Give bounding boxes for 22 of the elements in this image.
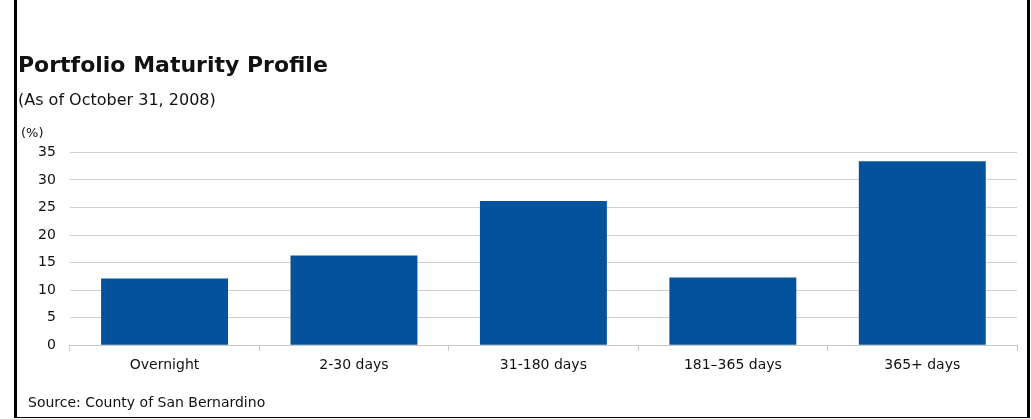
bar <box>669 277 797 345</box>
bar <box>858 161 986 345</box>
bar <box>290 255 418 345</box>
x-tick-label: 365+ days <box>884 356 961 373</box>
y-tick-label: 25 <box>37 198 56 215</box>
x-tick-label: 2-30 days <box>319 356 389 373</box>
bar <box>479 200 607 345</box>
x-tick-label: 31-180 days <box>499 356 587 373</box>
y-tick-label: 5 <box>46 308 56 325</box>
source-note: Source: County of San Bernardino <box>28 394 266 410</box>
y-tick-label: 0 <box>46 335 56 352</box>
bar <box>101 278 228 345</box>
y-tick-label: 10 <box>37 280 56 297</box>
x-tick-label: Overnight <box>129 356 200 373</box>
y-axis-title: (%) <box>21 125 44 140</box>
y-tick-label: 30 <box>37 170 56 187</box>
y-tick-label: 20 <box>37 225 56 242</box>
y-tick-label: 15 <box>37 253 56 270</box>
chart-title: Portfolio Maturity Profile <box>18 52 328 77</box>
chart-subtitle: (As of October 31, 2008) <box>18 90 216 109</box>
x-tick-label: 181–365 days <box>683 356 782 373</box>
y-tick-label: 35 <box>37 143 56 160</box>
